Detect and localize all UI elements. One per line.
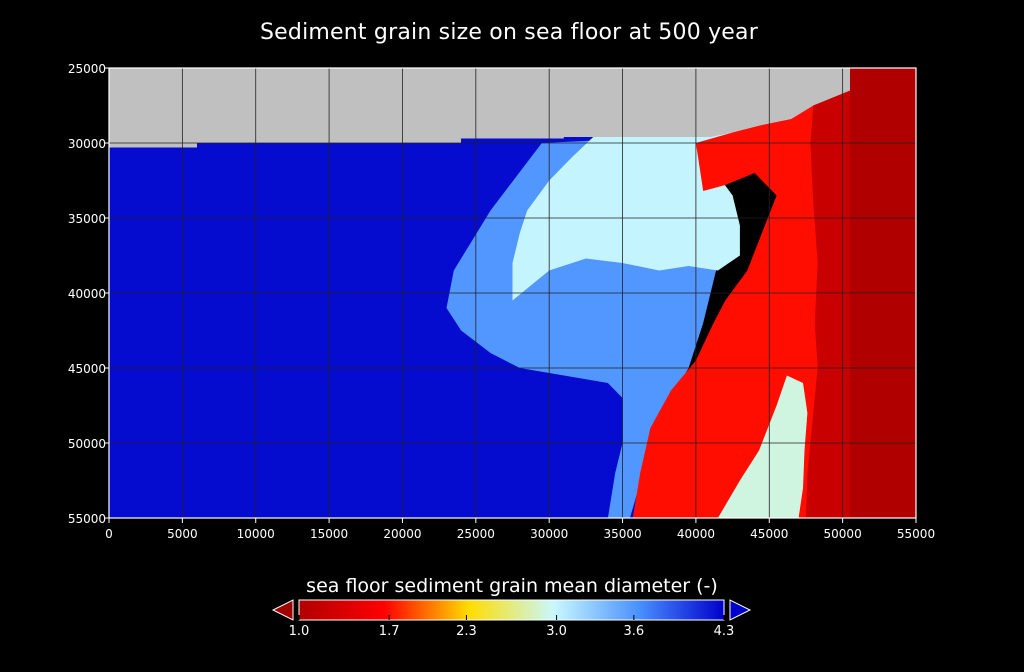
colorbar-tick-label: 2.3: [456, 624, 477, 639]
region-inner-shelf: [512, 132, 740, 301]
colorbar: 1.0 1.7 2.3 3.0 3.6 4.3: [271, 599, 752, 639]
colorbar-gradient: [298, 599, 725, 621]
colorbar-tick-label: 1.7: [379, 624, 400, 639]
y-tick-label: 45000: [68, 362, 106, 376]
x-tick-label: 50000: [824, 527, 862, 541]
x-axis: 0 5000 10000 15000 20000 25000 30000 35000 40000…: [105, 518, 935, 541]
x-tick-label: 10000: [237, 527, 275, 541]
x-tick-label: 55000: [897, 527, 935, 541]
chart-title: Sediment grain size on sea floor at 500 …: [260, 20, 758, 45]
colorbar-tick-label: 3.6: [624, 624, 645, 639]
colorbar-label: sea floor sediment grain mean diameter (…: [306, 575, 718, 597]
x-tick-label: 5000: [167, 527, 198, 541]
x-tick-label: 40000: [677, 527, 715, 541]
x-tick-label: 0: [105, 527, 113, 541]
y-tick-label: 50000: [68, 437, 106, 451]
x-tick-label: 15000: [310, 527, 348, 541]
colorbar-tick-label: 1.0: [289, 624, 310, 639]
x-tick-label: 20000: [383, 527, 421, 541]
colorbar-tick-label: 4.3: [714, 624, 735, 639]
y-tick-label: 30000: [68, 137, 106, 151]
y-tick-label: 55000: [68, 512, 106, 526]
colorbar-ticks: 1.0 1.7 2.3 3.0 3.6 4.3: [289, 615, 735, 639]
region-land-no-data-: [109, 68, 916, 148]
colorbar-under-arrow: [271, 599, 294, 621]
grid-lines: [109, 68, 916, 518]
colorbar-tick-label: 3.0: [546, 624, 567, 639]
x-tick-label: 25000: [457, 527, 495, 541]
x-tick-label: 45000: [750, 527, 788, 541]
y-axis: 25000 30000 35000 40000 45000 50000 55000: [68, 62, 109, 526]
x-tick-label: 35000: [603, 527, 641, 541]
heatmap-field: [109, 68, 916, 518]
x-tick-label: 30000: [530, 527, 568, 541]
y-tick-label: 40000: [68, 287, 106, 301]
region-nearshore: [806, 90, 850, 518]
y-tick-label: 35000: [68, 212, 106, 226]
colorbar-over-arrow: [729, 599, 752, 621]
y-tick-label: 25000: [68, 62, 106, 76]
region-channel-lobe: [717, 375, 808, 518]
